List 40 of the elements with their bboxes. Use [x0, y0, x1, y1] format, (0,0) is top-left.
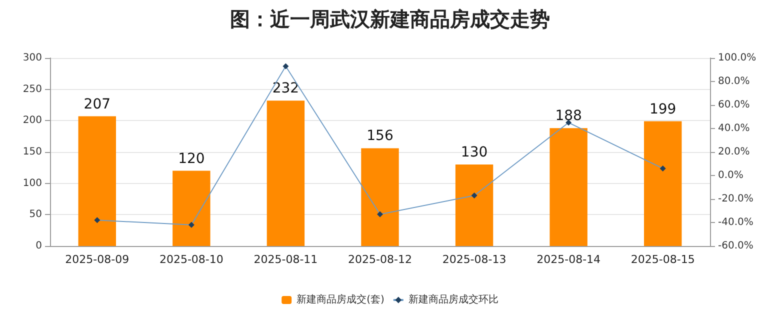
y-tick-label: 200: [22, 115, 42, 126]
bar: [266, 100, 305, 246]
y2-tick-label: 80.0%: [718, 76, 750, 87]
y2-tick-label: 0.0%: [718, 170, 744, 181]
data-label: 199: [649, 101, 676, 118]
y2-tick-label: -60.0%: [718, 240, 754, 252]
chart-title: 图：近一周武汉新建商品房成交走势: [230, 7, 550, 31]
x-tick-label: 2025-08-13: [442, 253, 506, 266]
data-label: 232: [272, 80, 300, 97]
bar: [172, 170, 210, 246]
x-tick-label: 2025-08-12: [348, 253, 412, 266]
x-tick-label: 2025-08-09: [65, 253, 130, 266]
y2-tick-label: -40.0%: [718, 217, 754, 228]
data-label: 156: [366, 128, 394, 144]
bar: [361, 148, 399, 246]
y2-tick-label: -20.0%: [718, 194, 754, 204]
data-label: 130: [460, 144, 488, 161]
y-tick-label: 250: [22, 84, 42, 95]
y2-tick-label: 100.0%: [718, 52, 756, 64]
bar: [644, 121, 682, 246]
x-tick-label: 2025-08-11: [254, 253, 318, 266]
bar: [455, 164, 494, 246]
y-tick-label: 50: [29, 209, 42, 220]
x-tick-label: 2025-08-14: [536, 253, 601, 266]
x-tick-label: 2025-08-15: [630, 253, 695, 266]
data-label: 120: [178, 150, 205, 167]
y2-tick-label: 60.0%: [718, 100, 750, 110]
bar: [78, 116, 116, 246]
y-tick-label: 150: [22, 146, 42, 158]
legend-label: 新建商品房成交环比: [408, 294, 498, 306]
y2-tick-label: 40.0%: [718, 123, 750, 134]
y-tick-label: 100: [22, 178, 42, 189]
bar: [550, 128, 588, 246]
data-label: 207: [84, 96, 111, 112]
legend-label: 新建商品房成交(套): [296, 294, 384, 306]
y2-tick-label: 20.0%: [718, 146, 750, 158]
data-label: 188: [555, 108, 582, 124]
y-tick-label: 0: [36, 240, 42, 252]
x-tick-label: 2025-08-10: [159, 253, 224, 266]
y-tick-label: 300: [22, 52, 42, 64]
